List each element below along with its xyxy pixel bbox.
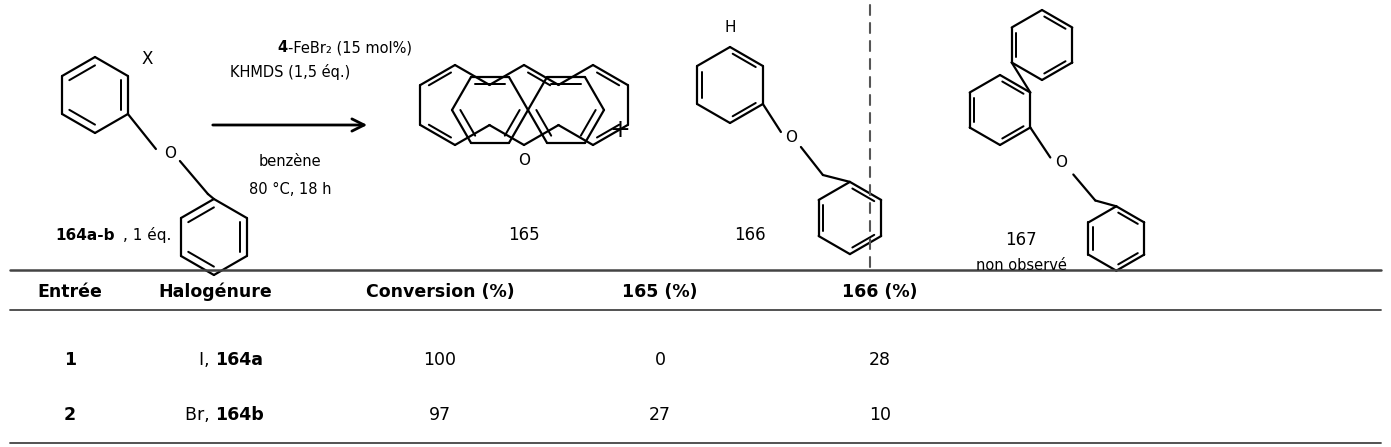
Text: 2: 2 [64,406,77,424]
Text: I,: I, [199,351,216,369]
Text: 28: 28 [869,351,892,369]
Text: 4: 4 [278,41,288,55]
Text: 0: 0 [655,351,665,369]
Text: 166: 166 [734,226,766,244]
Text: O: O [1056,155,1067,170]
Text: X: X [142,50,153,68]
Text: 10: 10 [869,406,892,424]
Text: H: H [725,20,736,35]
Text: 97: 97 [428,406,451,424]
Text: Br,: Br, [185,406,216,424]
Text: Entrée: Entrée [38,283,103,301]
Text: 166 (%): 166 (%) [842,283,918,301]
Text: 1: 1 [64,351,77,369]
Text: -FeBr₂ (15 mol%): -FeBr₂ (15 mol%) [288,41,412,55]
Text: KHMDS (1,5 éq.): KHMDS (1,5 éq.) [230,64,351,80]
Text: O: O [164,146,175,160]
Text: 167: 167 [1006,231,1036,249]
Text: O: O [517,153,530,168]
Text: 165 (%): 165 (%) [622,283,698,301]
Text: 100: 100 [423,351,456,369]
Text: non observé: non observé [975,257,1067,273]
Text: 80 °C, 18 h: 80 °C, 18 h [249,182,331,198]
Text: 27: 27 [650,406,670,424]
Text: 164a: 164a [216,351,263,369]
Text: , 1 éq.: , 1 éq. [122,227,171,243]
Text: 164a-b: 164a-b [56,228,114,243]
Text: Conversion (%): Conversion (%) [366,283,515,301]
Text: benzène: benzène [259,155,321,169]
Text: +: + [609,118,630,142]
Text: 165: 165 [508,226,540,244]
Text: Halogénure: Halogénure [159,283,271,301]
Text: O: O [785,130,797,144]
Text: 164b: 164b [216,406,264,424]
